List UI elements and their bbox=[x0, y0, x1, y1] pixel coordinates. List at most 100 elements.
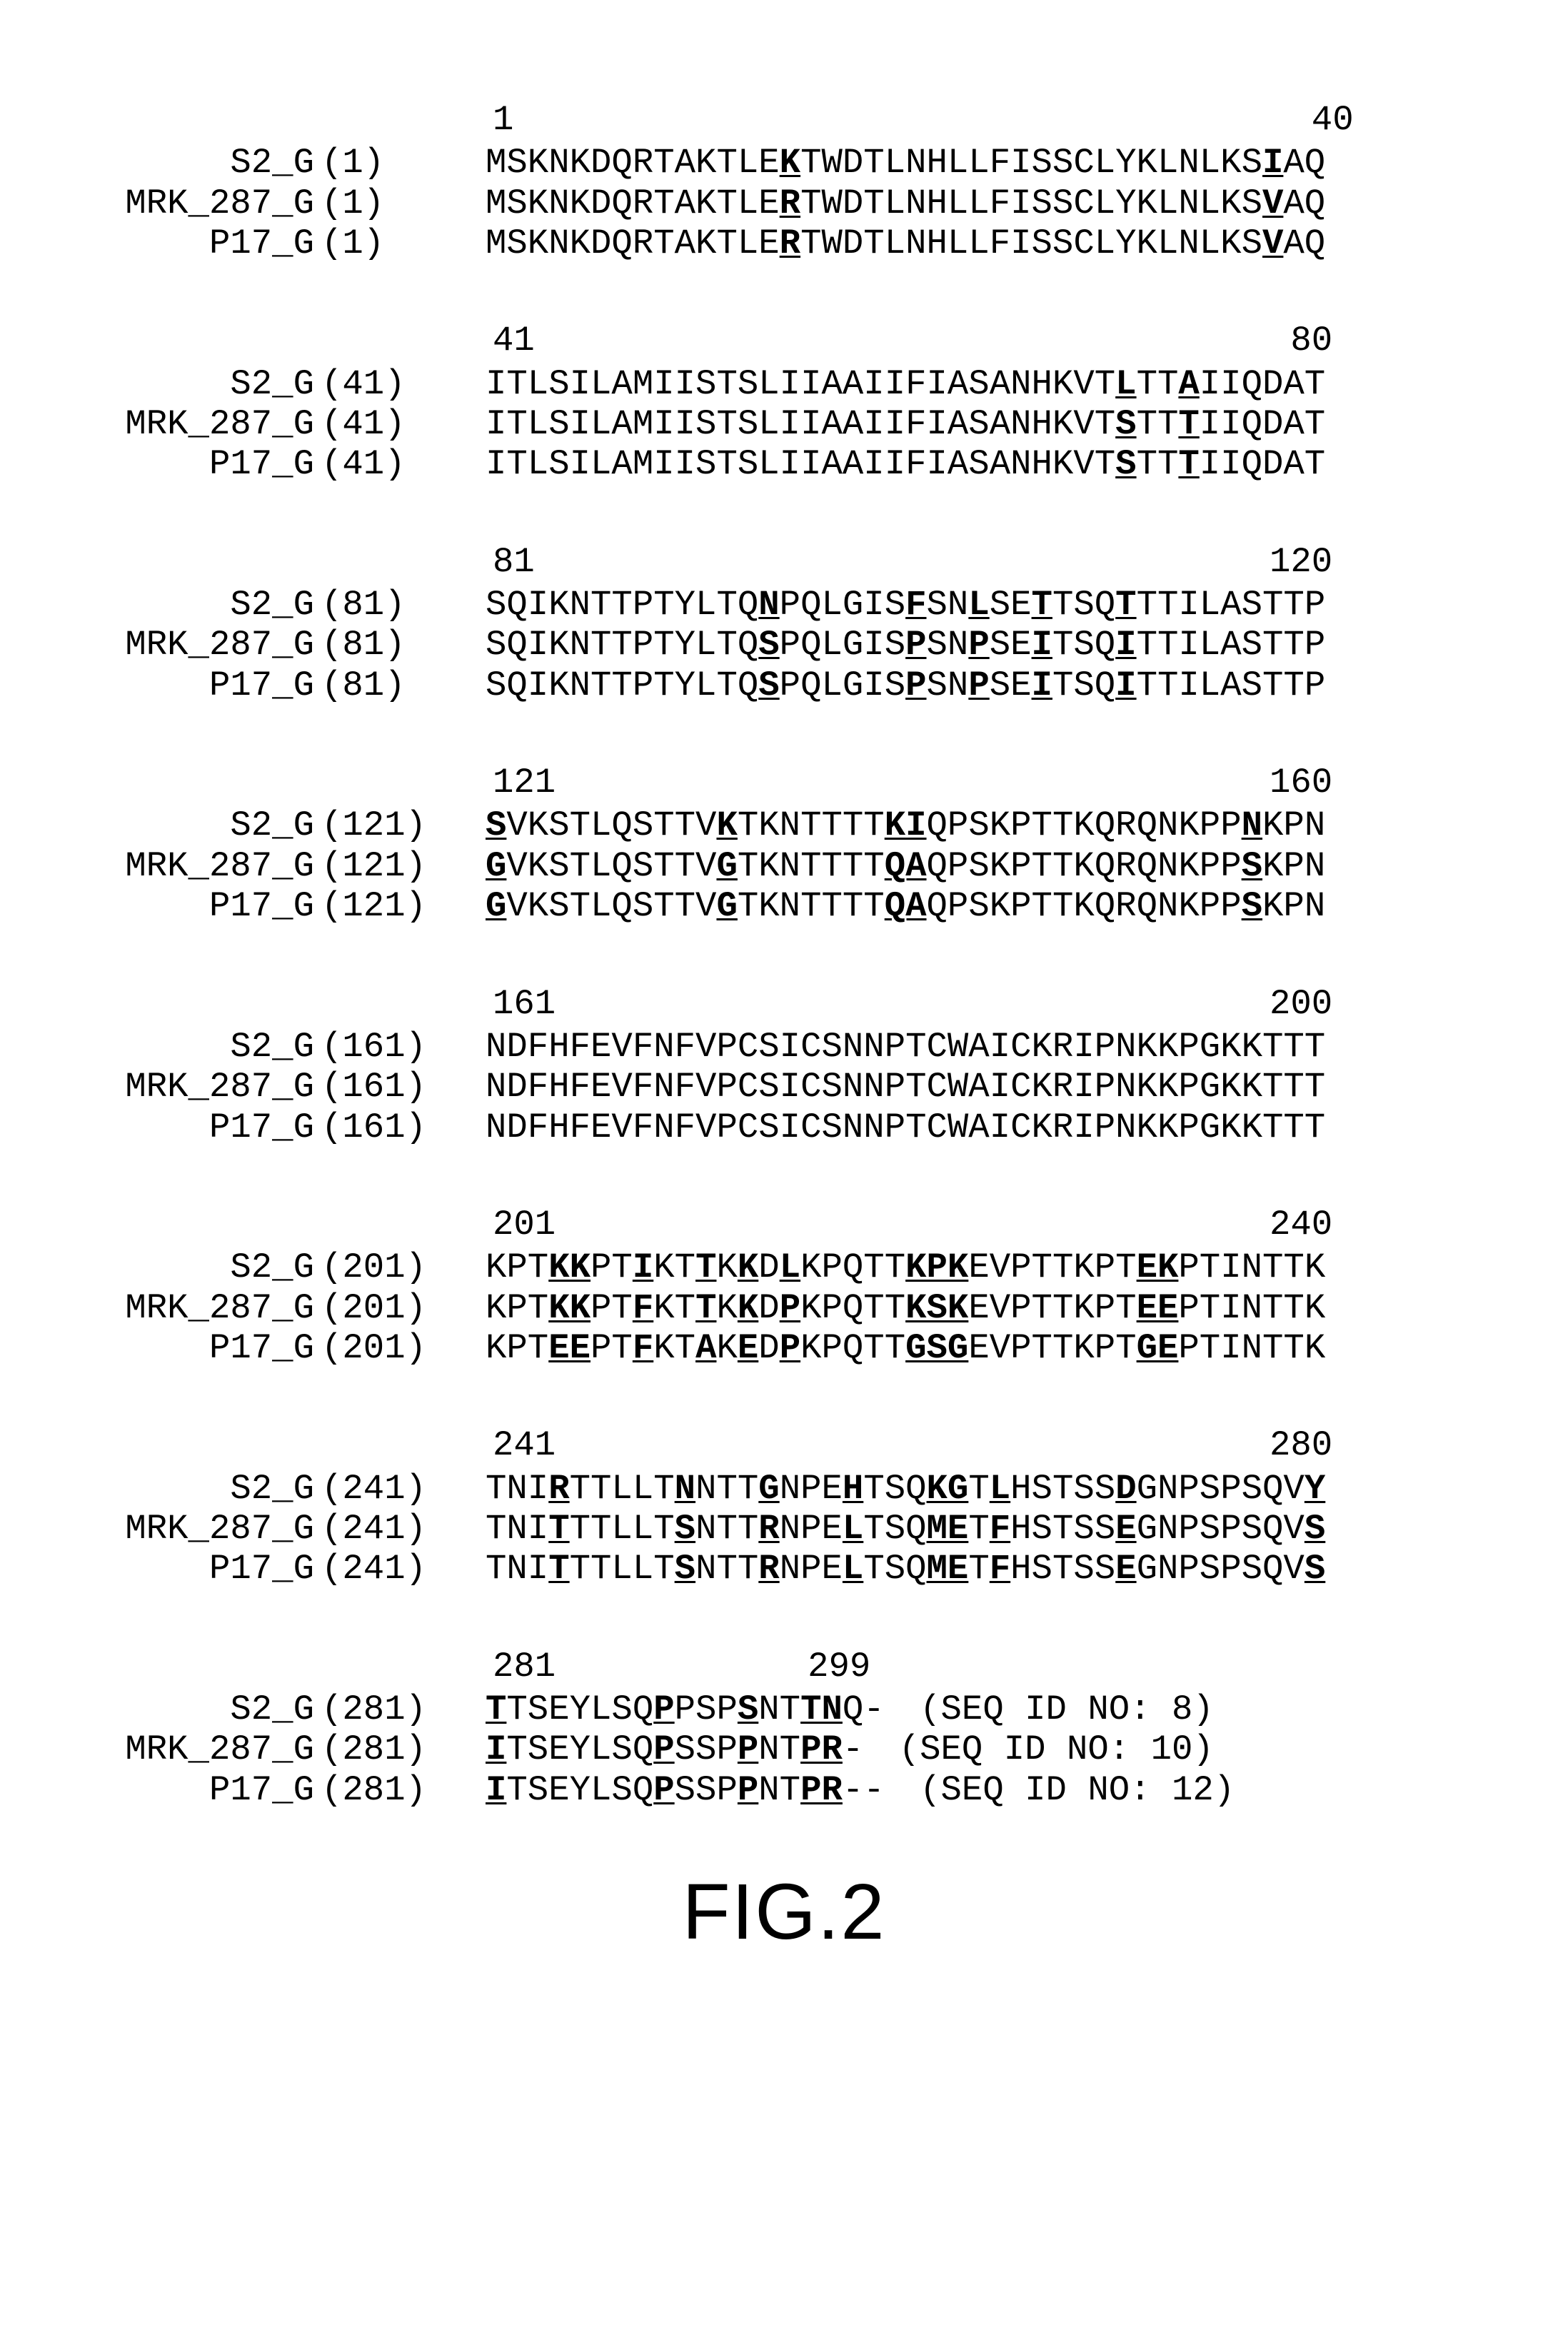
sequence-residues: NDFHFEVFNFVPCSICSNNPTCWAICKRIPNKKPGKKTTT bbox=[486, 1108, 1325, 1148]
sequence-row: P17_G(241) TNITTTLLTSNTTRNPELTSQMETFHSTS… bbox=[71, 1549, 1497, 1589]
sequence-row: P17_G(121) GVKSTLQSTTVGTKNTTTTQAQPSKPTTK… bbox=[71, 886, 1497, 926]
seq-id-label: (SEQ ID NO: 12) bbox=[885, 1770, 1235, 1810]
position-ruler: 121 160 bbox=[493, 763, 1497, 803]
sequence-name: S2_G bbox=[71, 1469, 321, 1509]
sequence-row: MRK_287_G(201) KPTKKPTFKTTKKDPKPQTTKSKEV… bbox=[71, 1288, 1497, 1328]
sequence-row: P17_G(281) ITSEYLSQPSSPPNTPR-- (SEQ ID N… bbox=[71, 1770, 1497, 1810]
sequence-residues: MSKNKDQRTAKTLERTWDTLNHLLFISSCLYKLNLKSVAQ bbox=[486, 184, 1325, 224]
sequence-position: (161) bbox=[321, 1027, 486, 1067]
alignment-block: 41 80S2_G(41) ITLSILAMIISTSLIIAAIIFIASAN… bbox=[71, 321, 1497, 484]
sequence-row: S2_G(121) SVKSTLQSTTVKTKNTTTTKIQPSKPTTKQ… bbox=[71, 805, 1497, 845]
sequence-residues: MSKNKDQRTAKTLEKTWDTLNHLLFISSCLYKLNLKSIAQ bbox=[486, 143, 1325, 183]
alignment-blocks: 1 40S2_G(1) MSKNKDQRTAKTLEKTWDTLNHLLFISS… bbox=[71, 100, 1497, 1810]
sequence-residues: SQIKNTTPTYLTQSPQLGISPSNPSEITSQITTILASTTP bbox=[486, 625, 1325, 665]
sequence-row: MRK_287_G(121) GVKSTLQSTTVGTKNTTTTQAQPSK… bbox=[71, 846, 1497, 886]
sequence-position: (41) bbox=[321, 444, 486, 484]
sequence-residues: KPTKKPTFKTTKKDPKPQTTKSKEVPTTKPTEEPTINTTK bbox=[486, 1288, 1325, 1328]
sequence-residues: GVKSTLQSTTVGTKNTTTTQAQPSKPTTKQRQNKPPSKPN bbox=[486, 886, 1325, 926]
sequence-name: MRK_287_G bbox=[71, 625, 321, 665]
sequence-row: P17_G(201) KPTEEPTFKTAKEDPKPQTTGSGEVPTTK… bbox=[71, 1328, 1497, 1368]
sequence-position: (41) bbox=[321, 364, 486, 404]
sequence-position: (81) bbox=[321, 666, 486, 705]
sequence-position: (241) bbox=[321, 1469, 486, 1509]
sequence-residues: TNITTTLLTSNTTRNPELTSQMETFHSTSSEGNPSPSQVS bbox=[486, 1509, 1325, 1549]
sequence-position: (281) bbox=[321, 1770, 486, 1810]
sequence-position: (1) bbox=[321, 143, 486, 183]
alignment-block: 81 120S2_G(81) SQIKNTTPTYLTQNPQLGISFSNLS… bbox=[71, 542, 1497, 705]
position-ruler: 281 299 bbox=[493, 1647, 1497, 1687]
sequence-residues: NDFHFEVFNFVPCSICSNNPTCWAICKRIPNKKPGKKTTT bbox=[486, 1067, 1325, 1107]
sequence-name: MRK_287_G bbox=[71, 184, 321, 224]
sequence-name: S2_G bbox=[71, 143, 321, 183]
sequence-row: MRK_287_G(241) TNITTTLLTSNTTRNPELTSQMETF… bbox=[71, 1509, 1497, 1549]
sequence-name: P17_G bbox=[71, 1108, 321, 1148]
alignment-block: 161 200S2_G(161) NDFHFEVFNFVPCSICSNNPTCW… bbox=[71, 984, 1497, 1148]
position-ruler: 161 200 bbox=[493, 984, 1497, 1024]
sequence-row: S2_G(281) TTSEYLSQPPSPSNTTNQ- (SEQ ID NO… bbox=[71, 1689, 1497, 1729]
sequence-row: MRK_287_G(41) ITLSILAMIISTSLIIAAIIFIASAN… bbox=[71, 404, 1497, 444]
sequence-name: P17_G bbox=[71, 224, 321, 263]
sequence-name: MRK_287_G bbox=[71, 1729, 321, 1769]
sequence-row: MRK_287_G(161) NDFHFEVFNFVPCSICSNNPTCWAI… bbox=[71, 1067, 1497, 1107]
sequence-position: (201) bbox=[321, 1288, 486, 1328]
position-ruler: 81 120 bbox=[493, 542, 1497, 582]
sequence-row: P17_G(1) MSKNKDQRTAKTLERTWDTLNHLLFISSCLY… bbox=[71, 224, 1497, 263]
sequence-position: (161) bbox=[321, 1108, 486, 1148]
sequence-row: MRK_287_G(281) ITSEYLSQPSSPPNTPR- (SEQ I… bbox=[71, 1729, 1497, 1769]
sequence-row: P17_G(41) ITLSILAMIISTSLIIAAIIFIASANHKVT… bbox=[71, 444, 1497, 484]
sequence-name: P17_G bbox=[71, 1328, 321, 1368]
seq-id-label: (SEQ ID NO: 8) bbox=[885, 1689, 1214, 1729]
sequence-row: MRK_287_G(81) SQIKNTTPTYLTQSPQLGISPSNPSE… bbox=[71, 625, 1497, 665]
sequence-name: P17_G bbox=[71, 444, 321, 484]
sequence-position: (241) bbox=[321, 1549, 486, 1589]
position-ruler: 241 280 bbox=[493, 1425, 1497, 1465]
sequence-residues: NDFHFEVFNFVPCSICSNNPTCWAICKRIPNKKPGKKTTT bbox=[486, 1027, 1325, 1067]
sequence-position: (41) bbox=[321, 404, 486, 444]
sequence-residues: ITSEYLSQPSSPPNTPR- bbox=[486, 1729, 863, 1769]
seq-id-label: (SEQ ID NO: 10) bbox=[863, 1729, 1213, 1769]
sequence-residues: GVKSTLQSTTVGTKNTTTTQAQPSKPTTKQRQNKPPSKPN bbox=[486, 846, 1325, 886]
sequence-residues: ITLSILAMIISTSLIIAAIIFIASANHKVTSTTTIIQDAT bbox=[486, 404, 1325, 444]
alignment-figure: 1 40S2_G(1) MSKNKDQRTAKTLEKTWDTLNHLLFISS… bbox=[0, 0, 1568, 2029]
sequence-row: P17_G(81) SQIKNTTPTYLTQSPQLGISPSNPSEITSQ… bbox=[71, 666, 1497, 705]
sequence-name: MRK_287_G bbox=[71, 1067, 321, 1107]
sequence-name: MRK_287_G bbox=[71, 1288, 321, 1328]
sequence-residues: ITSEYLSQPSSPPNTPR-- bbox=[486, 1770, 885, 1810]
sequence-residues: KPTKKPTIKTTKKDLKPQTTKPKEVPTTKPTEKPTINTTK bbox=[486, 1247, 1325, 1287]
sequence-position: (81) bbox=[321, 625, 486, 665]
sequence-position: (281) bbox=[321, 1689, 486, 1729]
sequence-position: (161) bbox=[321, 1067, 486, 1107]
sequence-position: (241) bbox=[321, 1509, 486, 1549]
sequence-row: S2_G(81) SQIKNTTPTYLTQNPQLGISFSNLSETTSQT… bbox=[71, 585, 1497, 625]
sequence-row: MRK_287_G(1) MSKNKDQRTAKTLERTWDTLNHLLFIS… bbox=[71, 184, 1497, 224]
position-ruler: 201 240 bbox=[493, 1205, 1497, 1245]
sequence-name: S2_G bbox=[71, 1689, 321, 1729]
sequence-row: S2_G(41) ITLSILAMIISTSLIIAAIIFIASANHKVTL… bbox=[71, 364, 1497, 404]
sequence-position: (201) bbox=[321, 1247, 486, 1287]
sequence-residues: TTSEYLSQPPSPSNTTNQ- bbox=[486, 1689, 885, 1729]
sequence-position: (1) bbox=[321, 224, 486, 263]
sequence-residues: MSKNKDQRTAKTLERTWDTLNHLLFISSCLYKLNLKSVAQ bbox=[486, 224, 1325, 263]
sequence-name: P17_G bbox=[71, 1770, 321, 1810]
sequence-name: S2_G bbox=[71, 1027, 321, 1067]
sequence-position: (281) bbox=[321, 1729, 486, 1769]
sequence-residues: SVKSTLQSTTVKTKNTTTTKIQPSKPTTKQRQNKPPNKPN bbox=[486, 805, 1325, 845]
sequence-position: (121) bbox=[321, 886, 486, 926]
sequence-name: S2_G bbox=[71, 585, 321, 625]
alignment-block: 281 299S2_G(281) TTSEYLSQPPSPSNTTNQ- (SE… bbox=[71, 1647, 1497, 1810]
sequence-residues: TNIRTTLLTNNTTGNPEHTSQKGTLHSTSSDGNPSPSQVY bbox=[486, 1469, 1325, 1509]
sequence-name: S2_G bbox=[71, 364, 321, 404]
sequence-row: S2_G(161) NDFHFEVFNFVPCSICSNNPTCWAICKRIP… bbox=[71, 1027, 1497, 1067]
alignment-block: 241 280S2_G(241) TNIRTTLLTNNTTGNPEHTSQKG… bbox=[71, 1425, 1497, 1589]
sequence-position: (1) bbox=[321, 184, 486, 224]
sequence-residues: SQIKNTTPTYLTQSPQLGISPSNPSEITSQITTILASTTP bbox=[486, 666, 1325, 705]
position-ruler: 1 40 bbox=[493, 100, 1497, 140]
sequence-position: (121) bbox=[321, 846, 486, 886]
sequence-residues: SQIKNTTPTYLTQNPQLGISFSNLSETTSQTTTILASTTP bbox=[486, 585, 1325, 625]
sequence-row: S2_G(1) MSKNKDQRTAKTLEKTWDTLNHLLFISSCLYK… bbox=[71, 143, 1497, 183]
sequence-name: P17_G bbox=[71, 1549, 321, 1589]
sequence-row: S2_G(241) TNIRTTLLTNNTTGNPEHTSQKGTLHSTSS… bbox=[71, 1469, 1497, 1509]
alignment-block: 1 40S2_G(1) MSKNKDQRTAKTLEKTWDTLNHLLFISS… bbox=[71, 100, 1497, 263]
sequence-name: MRK_287_G bbox=[71, 846, 321, 886]
sequence-name: P17_G bbox=[71, 666, 321, 705]
